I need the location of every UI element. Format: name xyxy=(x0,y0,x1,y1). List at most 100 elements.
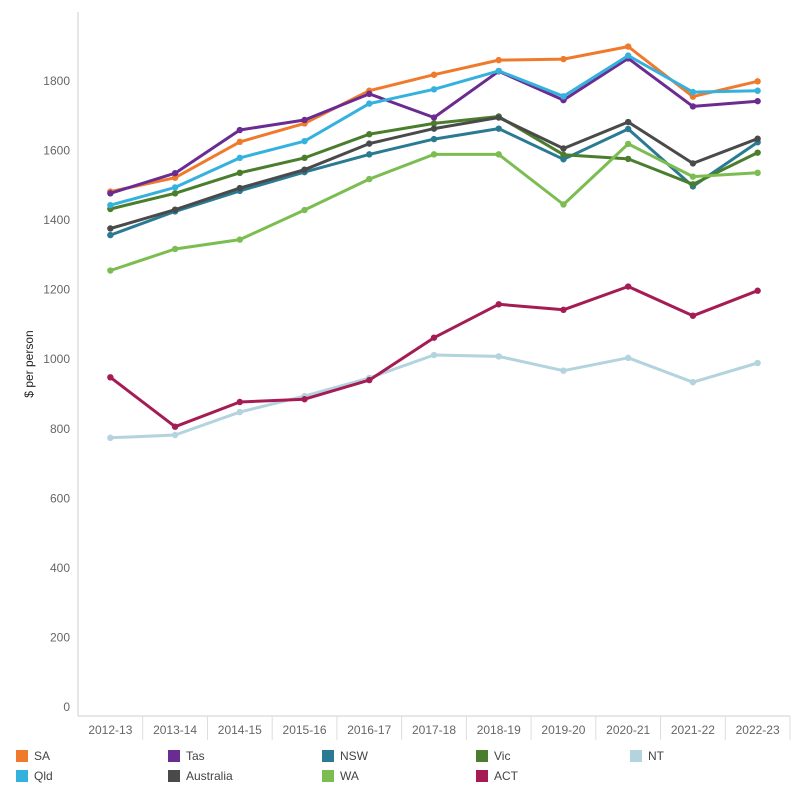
data-point-act xyxy=(624,283,632,290)
data-point-act xyxy=(560,306,567,314)
data-point-sa xyxy=(689,93,697,100)
y-tick-label: 1800 xyxy=(43,74,70,88)
x-tick-label: 2021-22 xyxy=(671,723,715,737)
data-point-act xyxy=(366,376,373,384)
data-point-nt xyxy=(624,354,632,362)
legend-swatch-nt[interactable] xyxy=(630,750,642,762)
data-point-nsw xyxy=(107,231,114,239)
x-tick-label: 2012-13 xyxy=(88,723,132,737)
data-point-vic xyxy=(301,154,308,162)
data-point-nsw xyxy=(366,151,373,158)
data-point-tas xyxy=(366,90,373,98)
data-point-australia xyxy=(560,145,567,152)
data-point-australia xyxy=(366,140,373,147)
data-point-vic xyxy=(236,169,244,177)
data-point-australia xyxy=(107,225,114,232)
data-point-act xyxy=(430,334,438,341)
y-tick-label: 1200 xyxy=(43,283,70,297)
data-point-tas xyxy=(430,114,438,121)
x-tick-label: 2017-18 xyxy=(412,723,456,737)
data-point-vic xyxy=(430,120,438,127)
data-point-tas xyxy=(171,169,179,177)
data-point-act xyxy=(301,396,308,403)
legend-swatch-nsw[interactable] xyxy=(322,750,334,762)
data-point-australia xyxy=(754,135,761,142)
data-point-wa xyxy=(366,175,373,183)
x-tick-label: 2022-23 xyxy=(736,723,780,737)
x-tick-label: 2013-14 xyxy=(153,723,197,737)
y-tick-label: 200 xyxy=(50,630,70,644)
data-point-australia xyxy=(171,206,179,213)
data-point-act xyxy=(171,423,179,430)
data-point-nt xyxy=(560,367,567,374)
data-point-tas xyxy=(236,126,244,134)
data-point-act xyxy=(689,312,697,319)
data-point-act xyxy=(107,374,114,381)
x-tick-label: 2020-21 xyxy=(606,723,650,737)
legend-label-wa[interactable]: WA xyxy=(340,769,359,783)
data-point-wa xyxy=(301,206,308,214)
data-point-vic xyxy=(560,151,567,158)
legend-label-qld[interactable]: Qld xyxy=(34,769,53,783)
legend-label-act[interactable]: ACT xyxy=(494,769,519,783)
legend-label-vic[interactable]: Vic xyxy=(494,749,510,763)
data-point-sa xyxy=(495,56,502,64)
data-point-wa xyxy=(754,169,761,177)
legend-swatch-vic[interactable] xyxy=(476,750,488,762)
legend-label-tas[interactable]: Tas xyxy=(186,749,205,763)
data-point-nsw xyxy=(624,125,632,133)
y-tick-label: 1600 xyxy=(43,144,70,158)
data-point-qld xyxy=(689,88,697,96)
data-point-act xyxy=(754,287,761,294)
x-tick-label: 2015-16 xyxy=(283,723,327,737)
data-point-sa xyxy=(430,71,438,78)
legend-swatch-australia[interactable] xyxy=(168,770,180,782)
data-point-act xyxy=(495,301,502,308)
data-point-australia xyxy=(689,160,697,167)
data-point-tas xyxy=(301,116,308,124)
legend-swatch-tas[interactable] xyxy=(168,750,180,762)
legend-label-sa[interactable]: SA xyxy=(34,749,50,763)
data-point-tas xyxy=(689,103,697,110)
data-point-nt xyxy=(754,359,761,367)
data-point-wa xyxy=(624,140,632,148)
y-tick-label: 0 xyxy=(63,700,70,714)
data-point-vic xyxy=(366,131,373,138)
data-point-australia xyxy=(236,184,244,192)
data-point-nt xyxy=(689,378,697,386)
data-point-australia xyxy=(430,125,438,132)
data-point-australia xyxy=(495,114,502,121)
data-point-nt xyxy=(171,431,179,439)
legend-label-australia[interactable]: Australia xyxy=(186,769,233,783)
legend-swatch-sa[interactable] xyxy=(16,750,28,762)
legend-label-nt[interactable]: NT xyxy=(648,749,665,763)
data-point-nt xyxy=(495,353,502,360)
y-tick-label: 1000 xyxy=(43,352,70,366)
data-point-nsw xyxy=(430,135,438,143)
y-axis-title: $ per person xyxy=(22,330,36,397)
data-point-vic xyxy=(171,190,179,197)
data-point-qld xyxy=(495,67,502,75)
data-point-act xyxy=(236,398,244,406)
data-point-wa xyxy=(236,236,244,243)
data-point-qld xyxy=(430,86,438,93)
data-point-nt xyxy=(107,434,114,442)
data-point-nt xyxy=(430,351,438,359)
legend-swatch-wa[interactable] xyxy=(322,770,334,782)
data-point-qld xyxy=(560,93,567,100)
data-point-qld xyxy=(624,52,632,59)
data-point-sa xyxy=(560,55,567,63)
x-tick-label: 2018-19 xyxy=(477,723,521,737)
data-point-wa xyxy=(107,267,114,274)
data-point-nsw xyxy=(560,156,567,163)
data-point-sa xyxy=(171,174,179,181)
data-point-qld xyxy=(171,184,179,191)
legend-swatch-act[interactable] xyxy=(476,770,488,782)
legend-label-nsw[interactable]: NSW xyxy=(340,749,369,763)
data-point-sa xyxy=(236,138,244,146)
data-point-australia xyxy=(301,166,308,173)
data-point-nsw xyxy=(495,125,502,132)
data-point-sa xyxy=(754,78,761,85)
data-point-wa xyxy=(430,151,438,158)
legend-swatch-qld[interactable] xyxy=(16,770,28,782)
